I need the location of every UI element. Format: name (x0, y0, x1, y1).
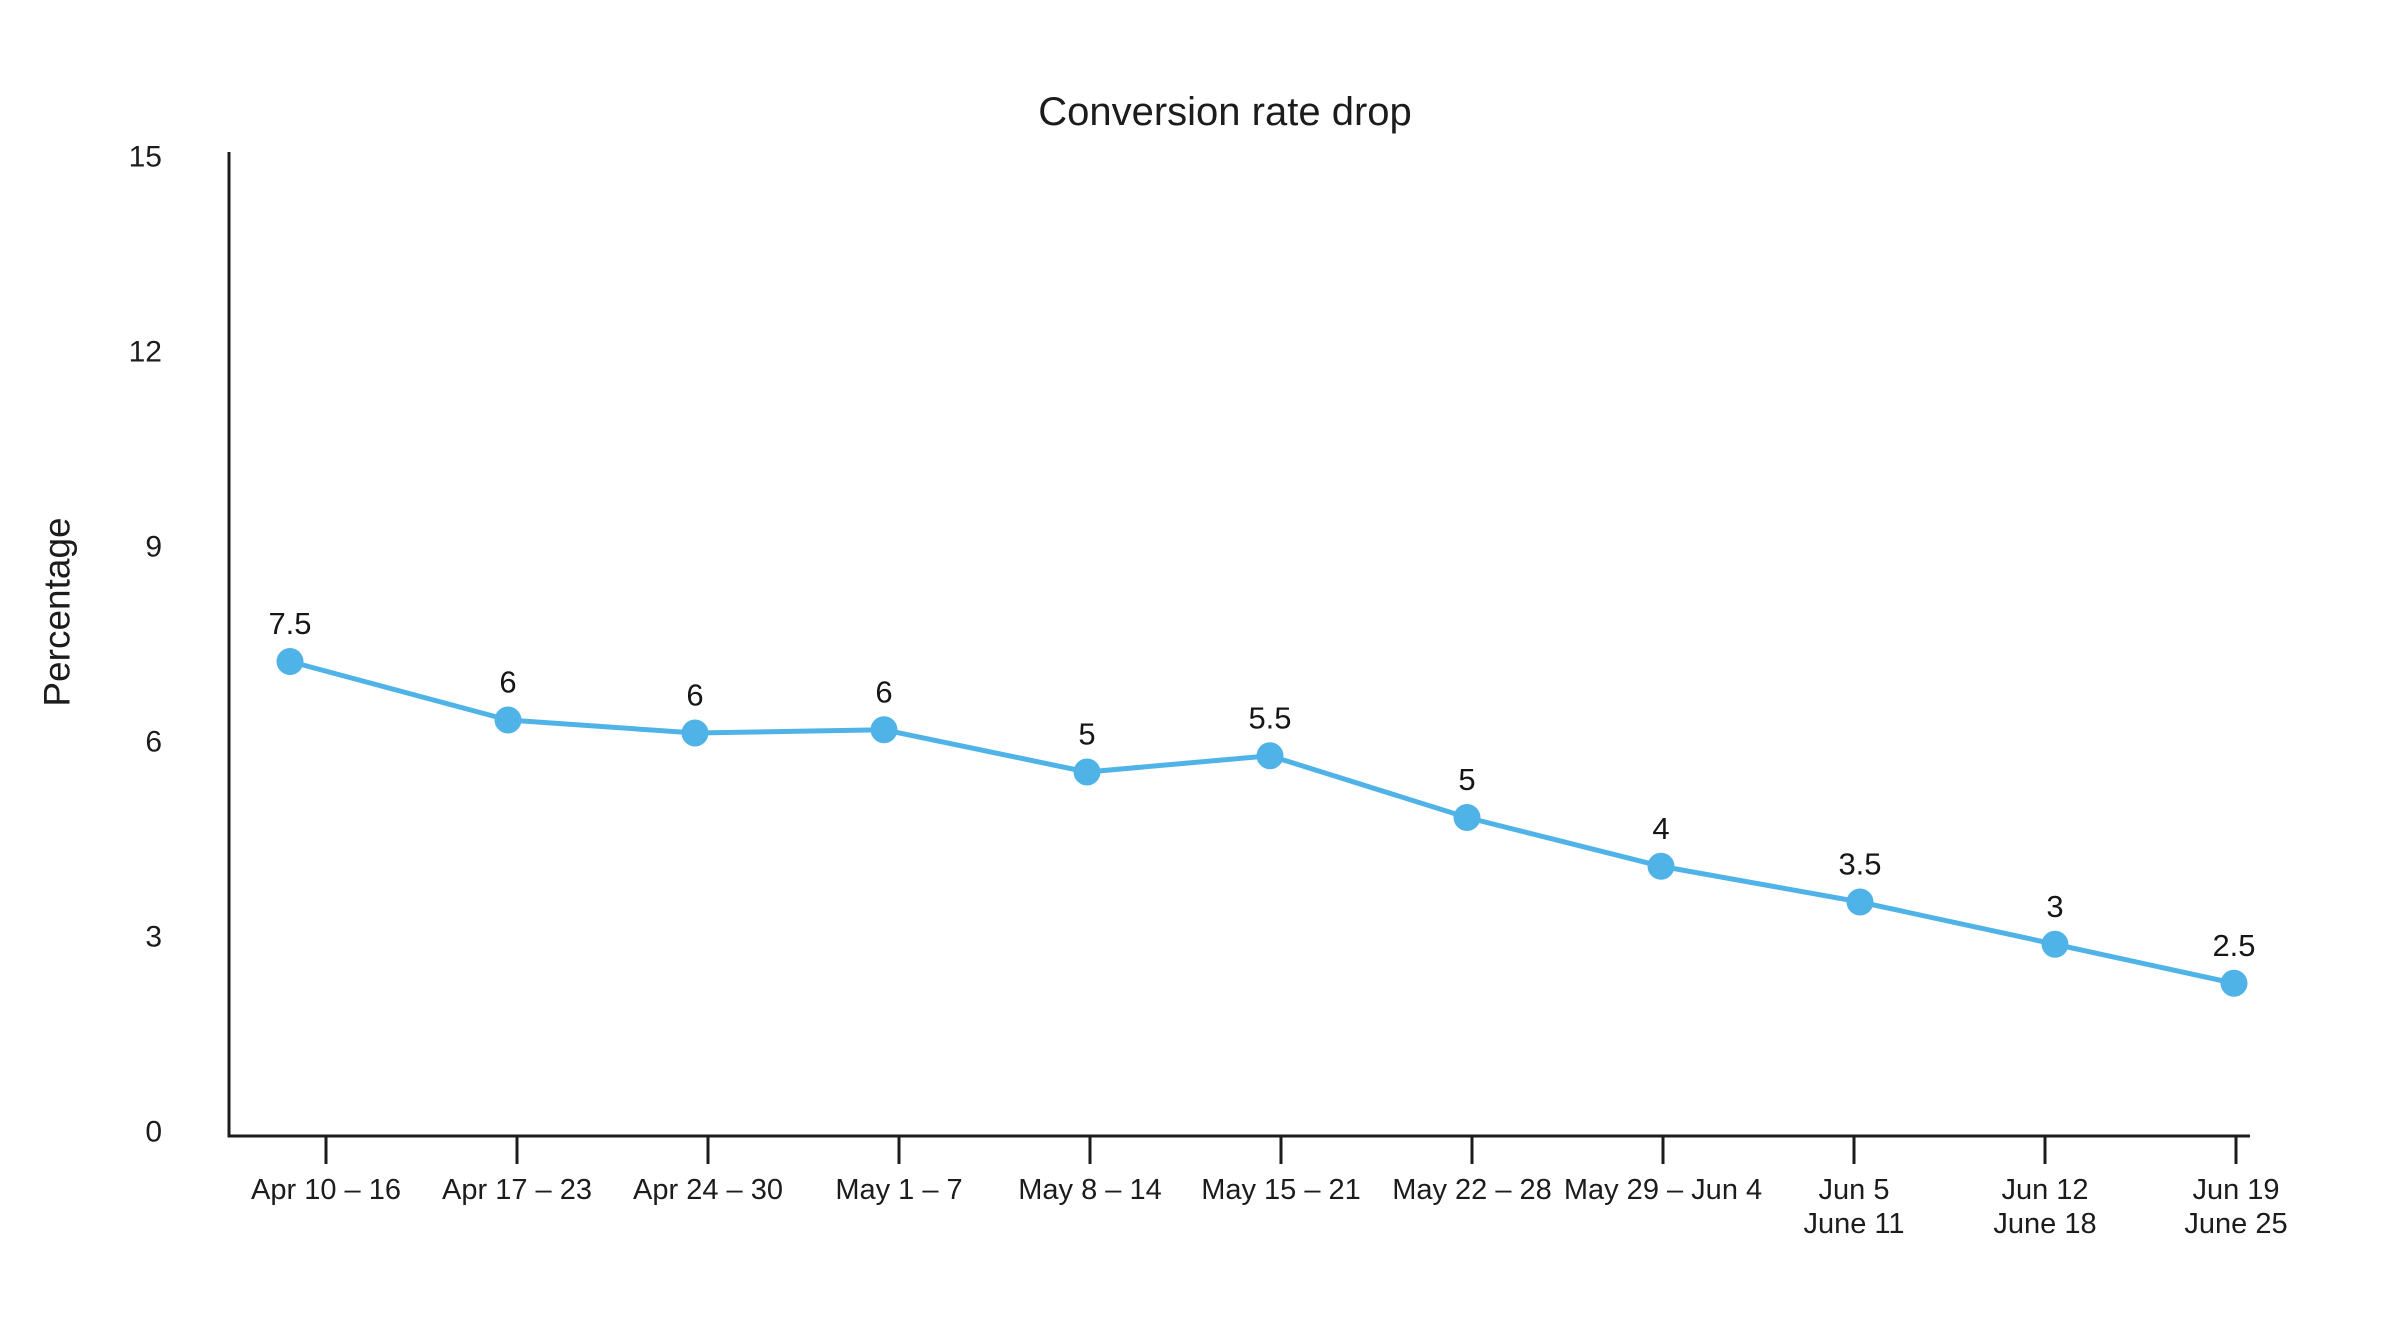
data-point-marker (1073, 758, 1101, 786)
data-point-label: 5 (1078, 717, 1095, 752)
data-point-label: 3.5 (1838, 847, 1881, 882)
axes-layer: 0 3 6 9 12 15 Apr 10 – 16 Apr 17 – 23 Apr 24 – 3… (129, 141, 2288, 1241)
y-tick-label: 15 (129, 141, 162, 174)
data-point-label: 4 (1652, 811, 1669, 846)
y-tick-label: 0 (145, 1116, 162, 1149)
y-tick-label: 6 (145, 726, 162, 759)
data-point-marker (2041, 930, 2069, 958)
data-point-label: 6 (875, 674, 892, 709)
data-point-marker (1453, 804, 1481, 831)
labels-layer: 7.5 6 6 6 5 5.5 5 4 3.5 3 2.5 (268, 606, 2255, 963)
data-point-marker (276, 648, 304, 675)
x-tick-label: Apr 24 – 30 (633, 1174, 783, 1206)
x-tick-label: May 15 – 21 (1201, 1174, 1361, 1206)
data-point-label: 7.5 (268, 606, 311, 641)
data-point-marker (1256, 742, 1284, 770)
data-point-marker (494, 706, 522, 734)
x-tick-label: June 11 (1803, 1208, 1904, 1240)
data-point-label: 5.5 (1248, 700, 1291, 735)
data-point-label: 5 (1458, 762, 1475, 797)
x-tick-label: May 29 – Jun 4 (1564, 1174, 1762, 1206)
data-point-marker (681, 719, 709, 747)
data-point-marker (1647, 852, 1675, 880)
x-tick-label: Apr 17 – 23 (442, 1174, 592, 1206)
x-tick-label: Jun 19 (2192, 1174, 2279, 1206)
y-tick-label: 12 (129, 336, 162, 369)
y-tick-label: 3 (145, 921, 162, 954)
data-point-marker (2220, 969, 2248, 997)
x-tick-label: May 1 – 7 (835, 1174, 962, 1206)
y-axis-title: Percentage (37, 517, 78, 706)
data-point-label: 6 (686, 678, 703, 713)
x-tick-label: Apr 10 – 16 (251, 1174, 401, 1206)
x-tick-label: Jun 12 (2001, 1174, 2088, 1206)
data-point-marker (1846, 888, 1874, 916)
data-point-label: 3 (2046, 889, 2063, 924)
x-tick-label: Jun 5 (1819, 1174, 1890, 1206)
y-tick-label: 9 (145, 531, 162, 564)
data-point-label: 2.5 (2212, 928, 2255, 963)
x-tick-label: June 25 (2184, 1208, 2287, 1240)
x-tick-label: May 8 – 14 (1018, 1174, 1161, 1206)
x-tick-label: May 22 – 28 (1392, 1174, 1552, 1206)
series-layer (276, 648, 2248, 997)
data-point-marker (870, 716, 898, 744)
data-point-label: 6 (499, 665, 516, 700)
x-tick-label: June 18 (1993, 1208, 2096, 1240)
chart-title: Conversion rate drop (1038, 90, 1412, 134)
